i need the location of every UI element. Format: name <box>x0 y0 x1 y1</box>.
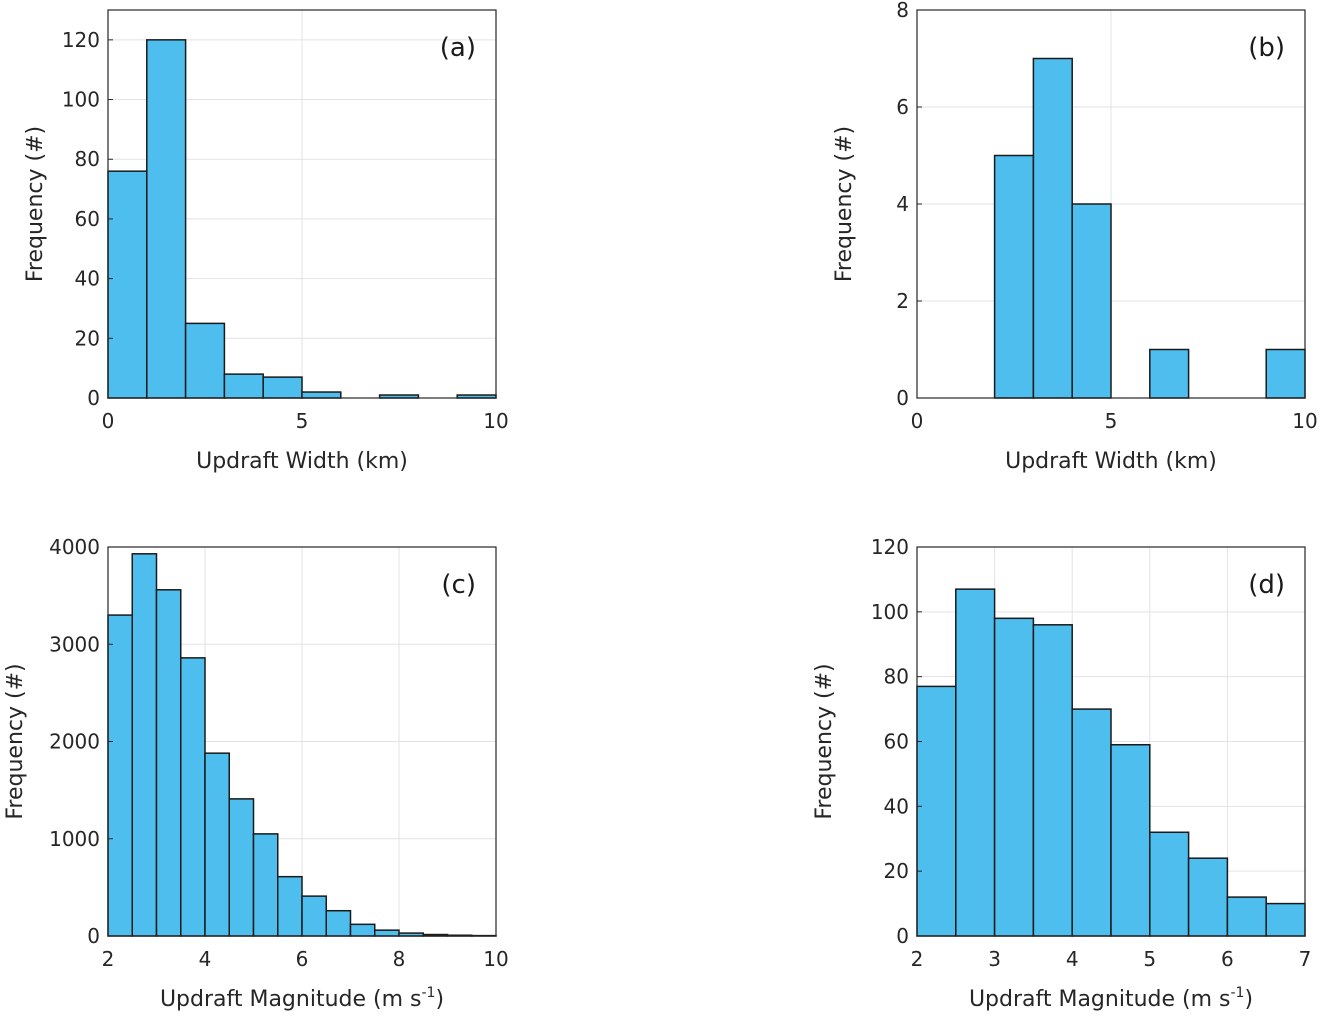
histogram-bar <box>1110 743 1151 937</box>
histogram-bar <box>301 391 342 399</box>
y-tick-label: 2 <box>896 289 909 313</box>
x-tick-label: 2 <box>911 947 924 971</box>
histogram-bar <box>277 875 303 937</box>
histogram-bar <box>1032 624 1073 937</box>
histogram-bar <box>1071 708 1112 937</box>
x-axis-label: Updraft Width (km) <box>196 449 408 474</box>
histogram-bar <box>107 170 148 399</box>
histogram-bar <box>1032 57 1073 399</box>
histogram-bar <box>146 39 187 399</box>
histogram-bar <box>993 154 1035 399</box>
x-tick-label: 0 <box>911 409 924 433</box>
y-tick-label: 80 <box>884 665 909 689</box>
x-tick-label: 10 <box>483 409 508 433</box>
histogram-bar <box>301 895 327 937</box>
y-tick-label: 0 <box>87 924 100 948</box>
x-tick-label: 10 <box>483 947 508 971</box>
x-tick-label: 8 <box>393 947 406 971</box>
histogram-bar <box>155 589 182 937</box>
y-tick-label: 100 <box>871 600 909 624</box>
histogram-bar <box>1265 902 1306 937</box>
x-tick-label: 0 <box>102 409 115 433</box>
histogram-bar <box>325 909 352 937</box>
histogram-bar <box>1071 203 1112 399</box>
y-tick-label: 4000 <box>49 535 100 559</box>
histogram-bar <box>1226 896 1267 937</box>
y-axis-label: Frequency (#) <box>812 663 837 819</box>
histogram-bar <box>1187 857 1229 937</box>
y-tick-label: 1000 <box>49 827 100 851</box>
y-tick-label: 60 <box>75 207 100 231</box>
y-tick-label: 60 <box>884 730 909 754</box>
y-tick-label: 120 <box>62 28 100 52</box>
x-tick-label: 10 <box>1292 409 1317 433</box>
y-tick-label: 0 <box>87 386 100 410</box>
histogram-bar <box>262 376 303 399</box>
chart-panel-1: 0 5 10 0 2 4 6 8 (b) Updraft Width (km) Frequency … <box>832 0 1318 474</box>
histogram-bar <box>1149 831 1190 937</box>
y-axis-label: Frequency (#) <box>23 126 48 282</box>
x-axis-label: Updraft Magnitude (m s-1) <box>160 985 444 1012</box>
x-tick-label: 5 <box>1143 947 1156 971</box>
chart-panel-3: 2 3 4 5 6 7 0 20 40 60 80 100 120 (d) Updraft Magnitud… <box>812 535 1311 1012</box>
x-tick-label: 2 <box>102 947 115 971</box>
y-tick-label: 4 <box>896 192 909 216</box>
y-tick-label: 20 <box>884 859 909 883</box>
panel-label: (b) <box>1248 33 1285 63</box>
histogram-bar <box>1149 348 1190 399</box>
y-tick-label: 8 <box>896 0 909 22</box>
y-tick-label: 120 <box>871 535 909 559</box>
histogram-bar <box>223 373 264 399</box>
histogram-bar <box>349 923 376 937</box>
y-axis-label: Frequency (#) <box>832 126 857 282</box>
x-axis-label: Updraft Width (km) <box>1005 449 1217 474</box>
y-tick-label: 0 <box>896 386 909 410</box>
histogram-bar <box>374 929 400 937</box>
histogram-bar <box>916 685 957 937</box>
x-tick-label: 6 <box>296 947 309 971</box>
histogram-bar <box>228 798 255 937</box>
panel-label: (a) <box>440 33 476 63</box>
histogram-bar <box>184 322 226 399</box>
y-tick-label: 40 <box>75 267 100 291</box>
y-tick-label: 100 <box>62 88 100 112</box>
chart-panel-2: 2 4 6 8 10 0 1000 2000 3000 4000 (c) Updraft Magnit… <box>3 535 509 1012</box>
x-axis-label: Updraft Magnitude (m s-1) <box>969 985 1253 1012</box>
y-tick-label: 20 <box>75 326 100 350</box>
histogram-bar <box>180 657 206 937</box>
histogram-bar <box>993 617 1035 937</box>
histogram-bar <box>955 588 996 937</box>
y-tick-label: 40 <box>884 794 909 818</box>
y-tick-label: 80 <box>75 147 100 171</box>
y-tick-label: 3000 <box>49 632 100 656</box>
y-axis-label: Frequency (#) <box>3 663 28 819</box>
histogram-bar <box>107 614 133 937</box>
y-tick-label: 0 <box>896 924 909 948</box>
histogram-bar <box>204 752 230 937</box>
histogram-bar <box>252 833 279 937</box>
x-tick-label: 6 <box>1221 947 1234 971</box>
panel-label: (c) <box>441 570 476 600</box>
panel-label: (d) <box>1248 570 1285 600</box>
histogram-bar <box>1265 348 1306 399</box>
histogram-bar <box>131 553 158 937</box>
x-tick-label: 3 <box>988 947 1001 971</box>
y-tick-label: 2000 <box>49 730 100 754</box>
y-tick-label: 6 <box>896 95 909 119</box>
x-tick-label: 5 <box>296 409 309 433</box>
x-tick-label: 4 <box>199 947 212 971</box>
x-tick-label: 7 <box>1299 947 1312 971</box>
x-tick-label: 5 <box>1105 409 1118 433</box>
x-tick-label: 4 <box>1066 947 1079 971</box>
